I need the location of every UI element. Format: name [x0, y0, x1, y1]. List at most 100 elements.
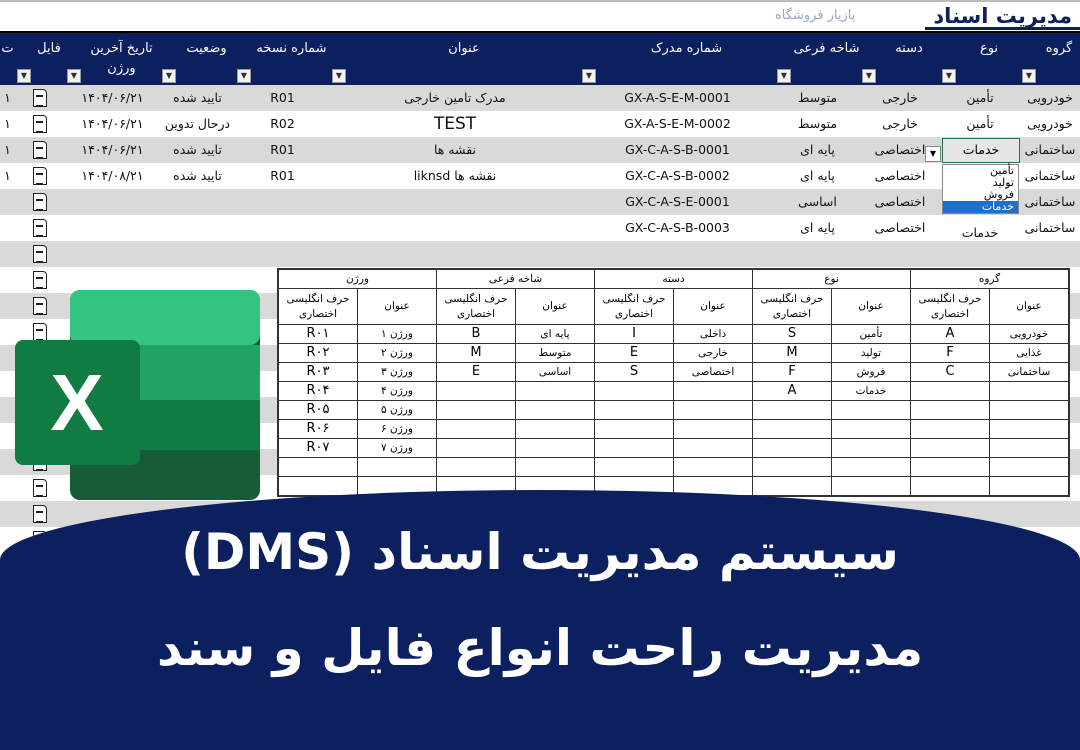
- column-header[interactable]: وضعیت: [186, 41, 227, 56]
- filter-dropdown-button[interactable]: ▼: [777, 69, 791, 83]
- file-icon[interactable]: [33, 115, 47, 133]
- cell-group[interactable]: خودرویی: [1027, 90, 1073, 105]
- dropdown-option[interactable]: تولید: [992, 176, 1014, 189]
- column-header[interactable]: شاخه فرعی: [793, 41, 860, 56]
- table-row[interactable]: ساختمانی اختصاصی اساسی GX-C-A-S-E-0001: [0, 189, 1080, 215]
- dropdown-option[interactable]: فروش: [983, 188, 1014, 201]
- cell-title[interactable]: مدرک تامین خارجی: [404, 90, 506, 105]
- column-header[interactable]: شماره مدرک: [650, 41, 723, 56]
- cell-type[interactable]: تأمین: [966, 116, 994, 131]
- cell-date[interactable]: ۱۴۰۴/۰۶/۲۱: [81, 142, 144, 157]
- dropdown-option-selected[interactable]: خدمات: [943, 201, 1018, 213]
- cell-doc_no[interactable]: GX-C-A-S-B-0002: [625, 168, 730, 183]
- cell-version[interactable]: [235, 189, 330, 215]
- column-header[interactable]: ت: [1, 41, 14, 56]
- cell-doc_no[interactable]: GX-C-A-S-E-0001: [625, 194, 730, 209]
- cell-title[interactable]: TEST: [433, 114, 477, 134]
- table-row[interactable]: ساختمانی اختصاصی پایه ای GX-C-A-S-B-0001 نقش…: [0, 137, 1080, 163]
- cell-version[interactable]: R02: [270, 116, 295, 131]
- filter-dropdown-button[interactable]: ▼: [582, 69, 596, 83]
- file-icon[interactable]: [33, 193, 47, 211]
- file-icon[interactable]: [33, 479, 47, 497]
- file-icon[interactable]: [33, 219, 47, 237]
- table-row[interactable]: خودرویی تأمین خارجی متوسط GX-A-S-E-M-0001 مدر…: [0, 85, 1080, 111]
- column-header[interactable]: شماره نسخه: [256, 41, 327, 56]
- cell-branch[interactable]: پایه ای: [800, 168, 835, 183]
- cell-title[interactable]: نقشه ها: [433, 142, 477, 157]
- cell-date[interactable]: ۱۴۰۴/۰۶/۲۱: [81, 116, 144, 131]
- cell-n[interactable]: [0, 215, 15, 241]
- dropdown-arrow-button[interactable]: ▼: [925, 146, 941, 162]
- cell-date[interactable]: [65, 189, 160, 215]
- table-row[interactable]: خودرویی تأمین خارجی متوسط GX-A-S-E-M-0002 TES…: [0, 111, 1080, 137]
- file-icon[interactable]: [33, 167, 47, 185]
- cell-n[interactable]: ۱: [4, 116, 11, 131]
- cell-category[interactable]: اختصاصی: [874, 168, 926, 183]
- column-header[interactable]: نوع: [979, 41, 999, 56]
- cell-title[interactable]: [330, 189, 580, 215]
- cell-date[interactable]: ۱۴۰۴/۰۶/۲۱: [81, 90, 144, 105]
- cell-branch[interactable]: متوسط: [797, 116, 838, 131]
- filter-dropdown-button[interactable]: ▼: [67, 69, 81, 83]
- cell-title[interactable]: [330, 215, 580, 241]
- cell-doc_no[interactable]: GX-A-S-E-M-0001: [624, 90, 731, 105]
- cell-branch[interactable]: پایه ای: [800, 220, 835, 235]
- cell-type[interactable]: تأمین: [966, 90, 994, 105]
- file-icon[interactable]: [33, 141, 47, 159]
- cell-branch[interactable]: اساسی: [798, 194, 837, 209]
- table-row[interactable]: ساختمانی اختصاصی پایه ای GX-C-A-S-B-0002 نقش…: [0, 163, 1080, 189]
- cell-version[interactable]: [235, 215, 330, 241]
- filter-dropdown-button[interactable]: ▼: [862, 69, 876, 83]
- cell-type[interactable]: خدمات: [961, 225, 999, 240]
- cell-category[interactable]: اختصاصی: [874, 220, 926, 235]
- cell-n[interactable]: ۱: [4, 90, 11, 105]
- filter-dropdown-button[interactable]: ▼: [162, 69, 176, 83]
- cell-branch[interactable]: پایه ای: [800, 142, 835, 157]
- cell-doc_no[interactable]: GX-C-A-S-B-0003: [625, 220, 730, 235]
- filter-dropdown-button[interactable]: ▼: [17, 69, 31, 83]
- cell-group[interactable]: ساختمانی: [1024, 194, 1076, 209]
- column-header[interactable]: دسته: [895, 41, 923, 56]
- cell-version[interactable]: R01: [270, 90, 295, 105]
- cell-status[interactable]: [160, 189, 235, 215]
- type-dropdown-list[interactable]: تأمین تولید فروش خدمات: [942, 164, 1019, 214]
- file-icon[interactable]: [33, 245, 47, 263]
- file-icon[interactable]: [33, 297, 47, 315]
- cell-version[interactable]: R01: [270, 168, 295, 183]
- column-header[interactable]: عنوان: [448, 41, 480, 56]
- filter-dropdown-button[interactable]: ▼: [332, 69, 346, 83]
- cell-status[interactable]: [160, 215, 235, 241]
- cell-n[interactable]: [0, 189, 15, 215]
- cell-category[interactable]: اختصاصی: [874, 142, 926, 157]
- table-row[interactable]: [0, 475, 1080, 501]
- cell-title[interactable]: نقشه ها liknsd: [413, 168, 497, 183]
- table-row[interactable]: [0, 267, 1080, 293]
- cell-n[interactable]: ۱: [4, 142, 11, 157]
- cell-status[interactable]: درحال تدوین: [164, 116, 231, 131]
- active-cell-type[interactable]: خدمات: [942, 138, 1020, 163]
- cell-date[interactable]: [65, 215, 160, 241]
- cell-version[interactable]: R01: [270, 142, 295, 157]
- cell-group[interactable]: ساختمانی: [1024, 142, 1076, 157]
- table-row[interactable]: [0, 241, 1080, 267]
- cell-category[interactable]: خارجی: [882, 116, 918, 131]
- filter-dropdown-button[interactable]: ▼: [237, 69, 251, 83]
- cell-status[interactable]: تایید شده: [173, 168, 222, 183]
- cell-status[interactable]: تایید شده: [173, 142, 222, 157]
- column-header[interactable]: گروه: [1045, 41, 1073, 56]
- cell-n[interactable]: ۱: [4, 168, 11, 183]
- table-row[interactable]: ساختمانی خدمات اختصاصی پایه ای GX-C-A-S-B-00…: [0, 215, 1080, 241]
- cell-category[interactable]: خارجی: [882, 90, 918, 105]
- cell-date[interactable]: ۱۴۰۴/۰۸/۲۱: [81, 168, 144, 183]
- dropdown-option[interactable]: تأمین: [990, 164, 1014, 177]
- cell-group[interactable]: خودرویی: [1027, 116, 1073, 131]
- filter-dropdown-button[interactable]: ▼: [942, 69, 956, 83]
- cell-doc_no[interactable]: GX-A-S-E-M-0002: [624, 116, 731, 131]
- file-icon[interactable]: [33, 505, 47, 523]
- file-icon[interactable]: [33, 89, 47, 107]
- cell-group[interactable]: ساختمانی: [1024, 220, 1076, 235]
- column-header[interactable]: فایل: [37, 41, 61, 56]
- cell-status[interactable]: تایید شده: [173, 90, 222, 105]
- cell-category[interactable]: اختصاصی: [874, 194, 926, 209]
- filter-dropdown-button[interactable]: ▼: [1022, 69, 1036, 83]
